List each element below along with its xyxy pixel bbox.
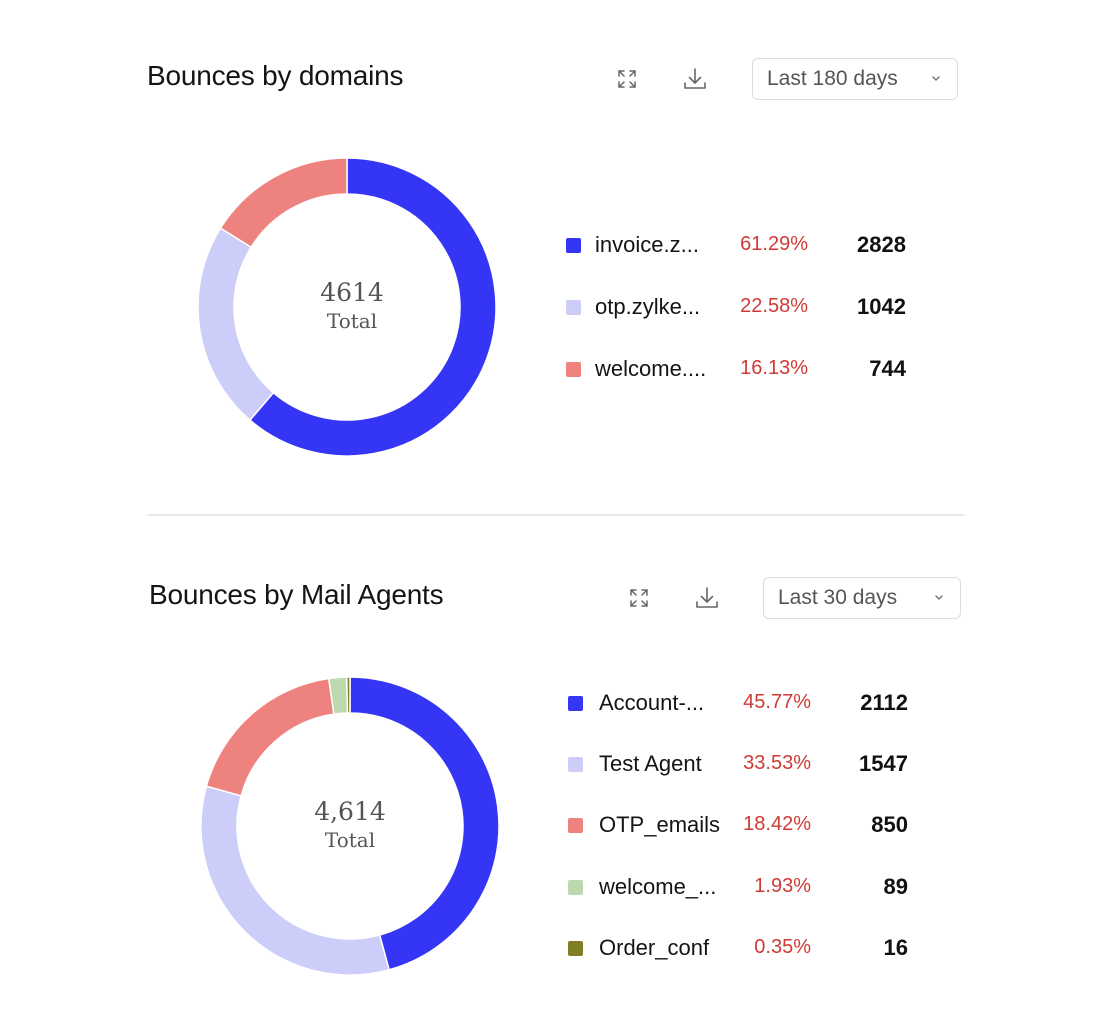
legend-count: 16 <box>883 935 908 960</box>
donut-slice[interactable] <box>345 676 351 714</box>
chevron-down-icon <box>929 71 943 90</box>
legend-item[interactable]: welcome.... 16.13% 744 <box>566 354 906 384</box>
legend-name: invoice.z... <box>595 232 699 257</box>
legend-item[interactable]: otp.zylke... 22.58% 1042 <box>566 292 906 322</box>
bounces-by-domains-section: Bounces by domains Last 180 days 4614 To… <box>0 0 1108 515</box>
legend-swatch <box>568 880 583 895</box>
expand-button[interactable] <box>624 583 654 613</box>
download-icon <box>694 585 720 611</box>
legend-swatch <box>566 362 581 377</box>
legend-count: 744 <box>869 356 906 381</box>
donut-slice[interactable] <box>219 157 348 249</box>
legend-name: otp.zylke... <box>595 294 701 319</box>
donut-slice[interactable] <box>349 676 500 971</box>
legend-count: 1042 <box>857 294 906 319</box>
legend-name: Account-... <box>599 690 705 715</box>
legend-item[interactable]: welcome_... 1.93% 89 <box>568 872 908 902</box>
chevron-down-icon <box>932 590 946 609</box>
donut-slice[interactable] <box>205 677 335 797</box>
legend-name: welcome.... <box>595 356 707 381</box>
period-select[interactable]: Last 180 days <box>752 58 958 100</box>
section-divider <box>148 514 964 516</box>
legend-count: 2112 <box>860 690 908 715</box>
total-label: Total <box>326 309 378 333</box>
legend-percentage: 18.42% <box>743 813 811 835</box>
legend-count: 1547 <box>859 751 908 776</box>
legend-item[interactable]: Account-... 45.77% 2112 <box>568 688 908 718</box>
legend-name: OTP_emails <box>599 812 721 837</box>
download-icon <box>682 66 708 92</box>
donut-chart[interactable] <box>190 666 510 986</box>
donut-slice[interactable] <box>248 157 497 457</box>
legend-percentage: 16.13% <box>740 357 808 379</box>
total-value: 4614 <box>320 278 384 307</box>
legend-name: Order_conf <box>599 935 710 960</box>
legend-swatch <box>568 757 583 772</box>
period-selected-value: Last 30 days <box>778 586 898 609</box>
legend-name: Test Agent <box>599 751 702 776</box>
legend-swatch <box>568 941 583 956</box>
legend-percentage: 45.77% <box>743 691 811 713</box>
period-selected-value: Last 180 days <box>767 67 898 90</box>
donut-slice[interactable] <box>200 785 391 976</box>
expand-icon <box>615 67 639 91</box>
download-button[interactable] <box>692 583 722 613</box>
section-title: Bounces by domains <box>147 60 404 91</box>
legend-swatch <box>568 818 583 833</box>
legend-percentage: 61.29% <box>740 233 808 255</box>
legend-swatch <box>566 300 581 315</box>
legend-percentage: 1.93% <box>754 875 811 897</box>
legend-percentage: 22.58% <box>740 295 808 317</box>
download-button[interactable] <box>680 64 710 94</box>
legend-count: 850 <box>871 812 908 837</box>
expand-button[interactable] <box>612 64 642 94</box>
legend-item[interactable]: invoice.z... 61.29% 2828 <box>566 230 906 260</box>
legend-item[interactable]: Order_conf 0.35% 16 <box>568 933 908 963</box>
legend-item[interactable]: OTP_emails 18.42% 850 <box>568 810 908 840</box>
donut-chart[interactable] <box>187 147 507 467</box>
legend-percentage: 33.53% <box>743 752 811 774</box>
legend-item[interactable]: Test Agent 33.53% 1547 <box>568 749 908 779</box>
legend-swatch <box>566 238 581 253</box>
donut-center-label: 4614 Total <box>272 278 432 334</box>
expand-icon <box>627 586 651 610</box>
legend-count: 89 <box>883 874 908 899</box>
legend-swatch <box>568 696 583 711</box>
donut-slice[interactable] <box>197 227 275 422</box>
legend-count: 2828 <box>857 232 906 257</box>
legend-percentage: 0.35% <box>754 936 811 958</box>
section-title: Bounces by Mail Agents <box>149 579 444 610</box>
legend-name: welcome_... <box>599 874 717 899</box>
period-select[interactable]: Last 30 days <box>763 577 961 619</box>
